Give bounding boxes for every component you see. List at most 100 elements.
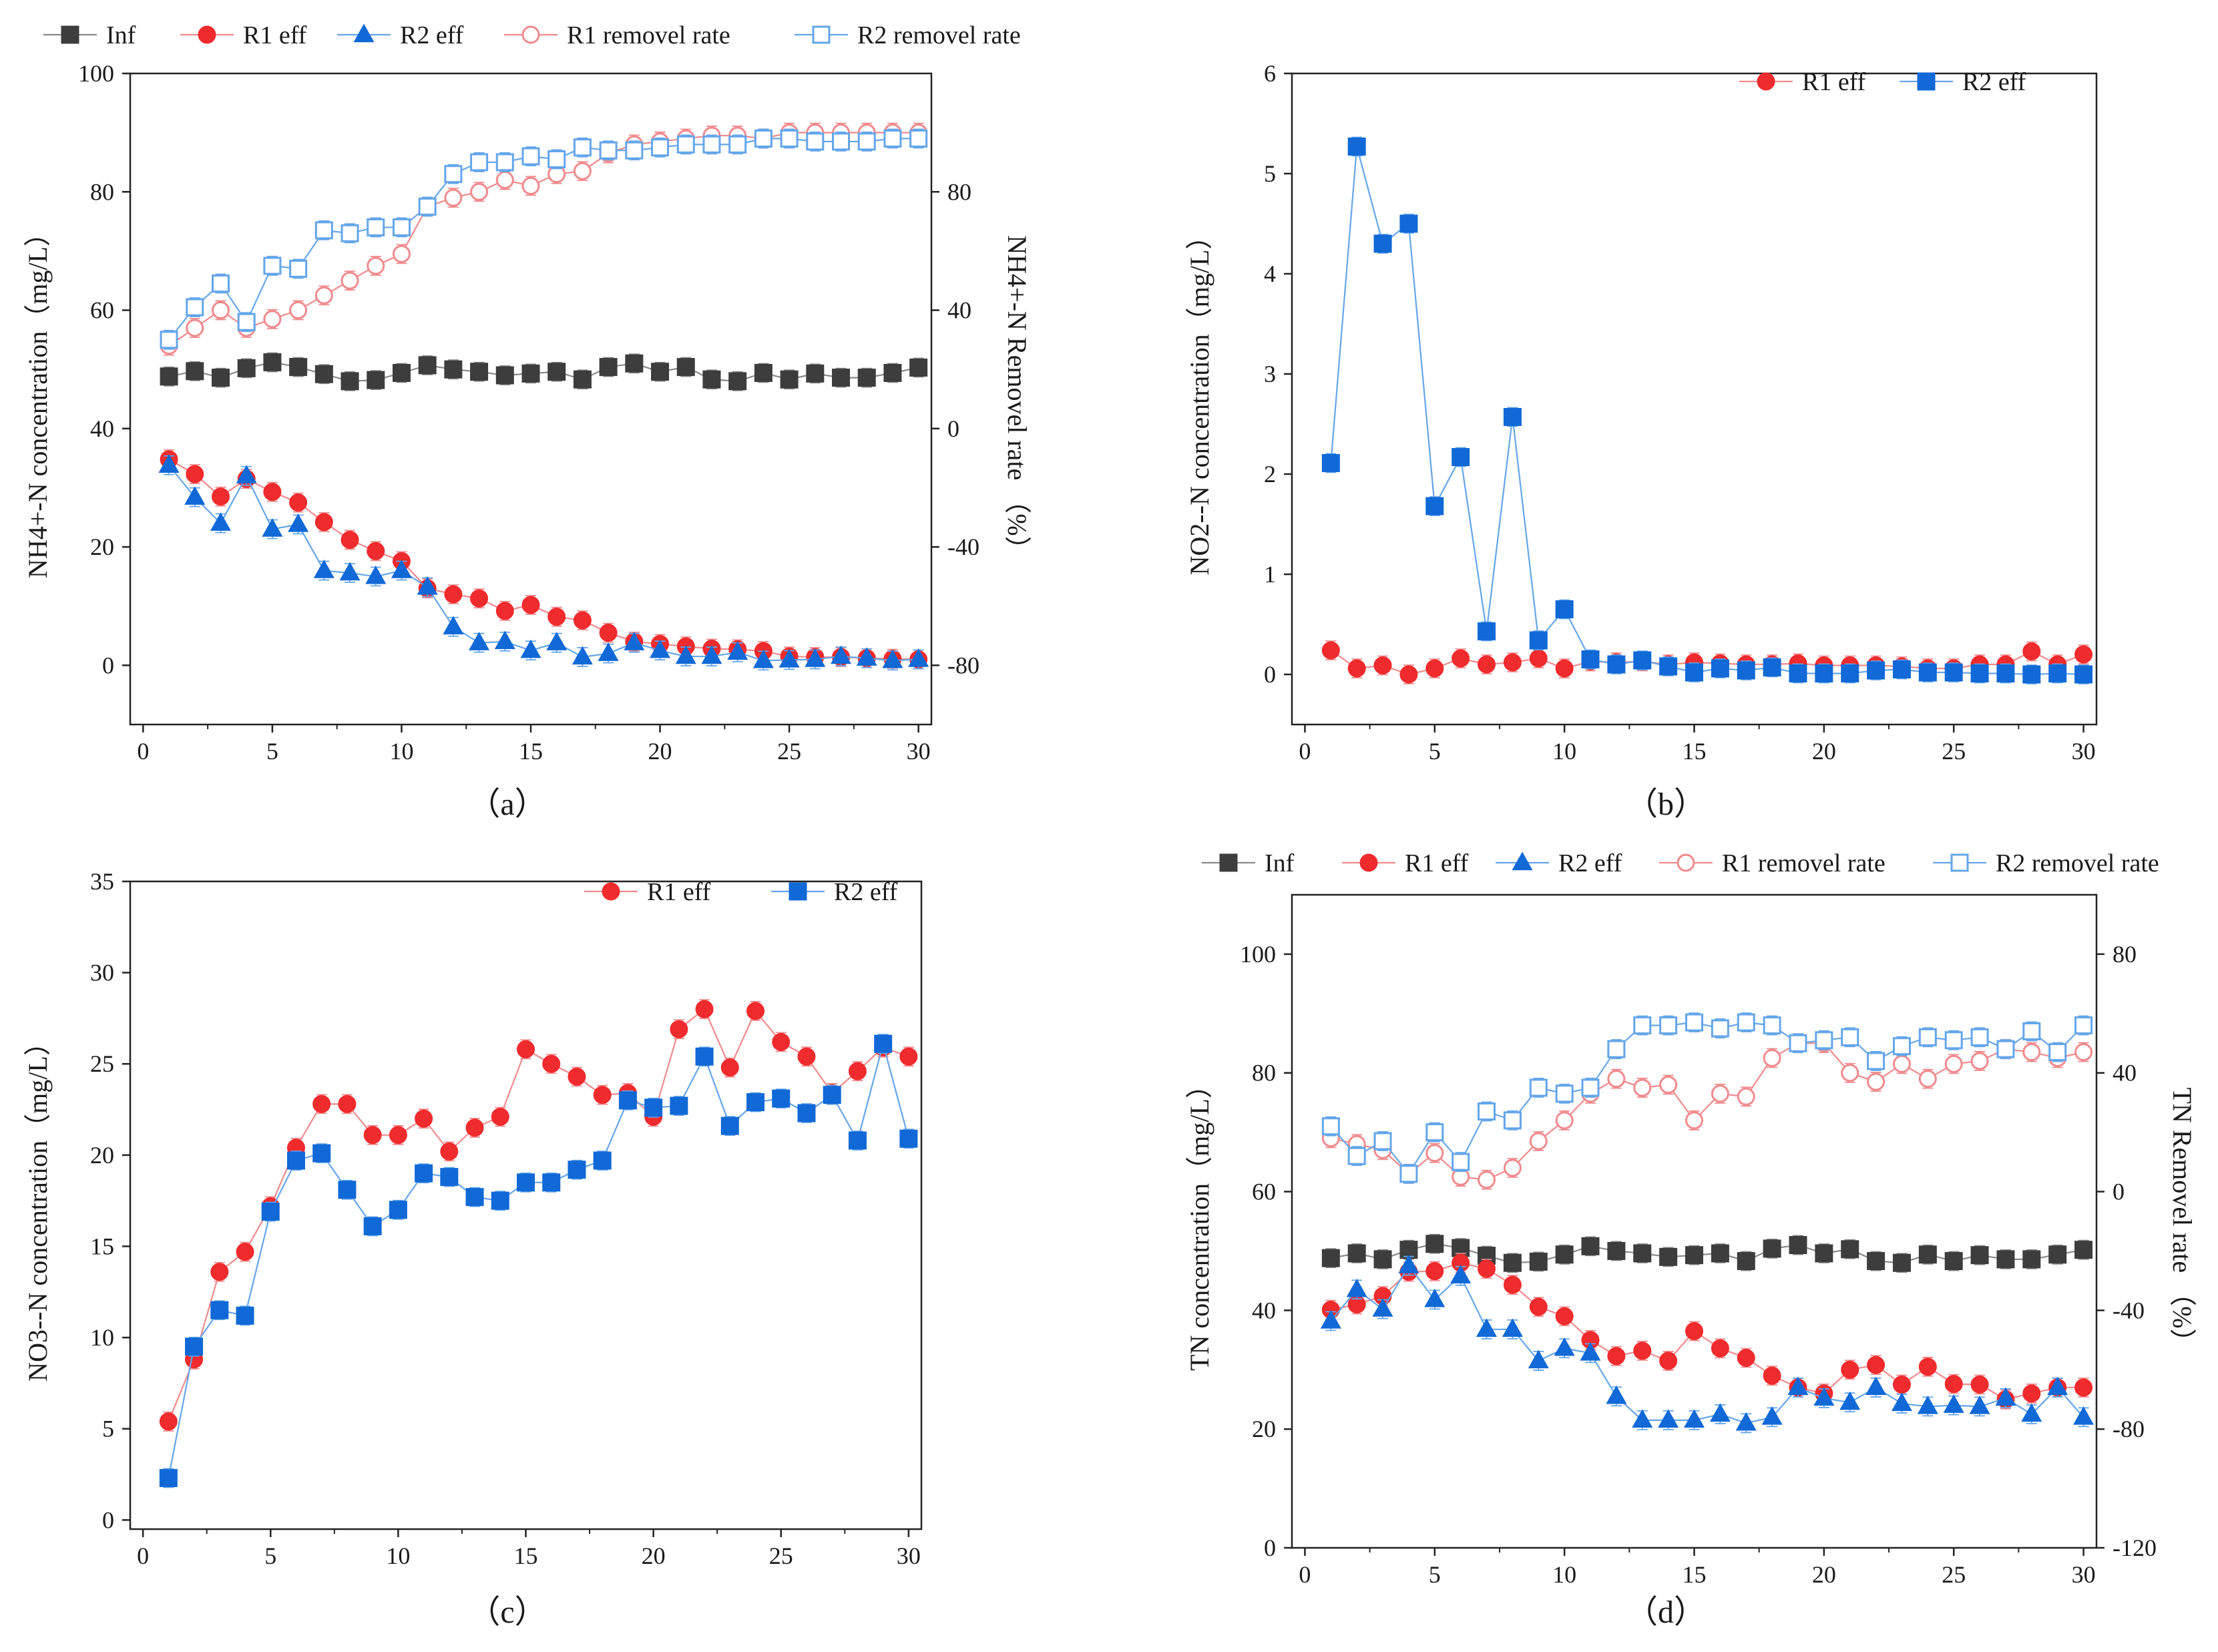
data-point: [1839, 1391, 1861, 1410]
data-point: [469, 632, 490, 650]
data-point: [1711, 1084, 1729, 1103]
data-point: [2048, 1245, 2067, 1264]
data-point: [262, 518, 283, 537]
series-line: [168, 458, 919, 660]
data-point: [289, 493, 308, 512]
data-point: [312, 1144, 331, 1163]
data-point: [392, 364, 411, 382]
data-point: [1478, 1259, 1496, 1278]
data-point: [754, 130, 772, 148]
data-point: [746, 1002, 765, 1020]
data-point: [573, 611, 592, 630]
data-point: [470, 153, 489, 172]
series-line: [1330, 146, 2084, 676]
data-point: [1555, 1245, 1574, 1264]
data-point: [644, 1098, 663, 1117]
data-point: [1711, 659, 1729, 678]
data-point: [341, 271, 359, 290]
data-point: [1633, 1244, 1652, 1263]
data-point: [797, 1047, 816, 1066]
data-point: [573, 138, 592, 157]
data-point: [2074, 665, 2093, 684]
y2-tick-label: 40: [2113, 1060, 2137, 1086]
x-tick-label: 5: [1429, 1561, 1441, 1588]
data-point: [312, 1094, 331, 1113]
data-point: [1659, 1076, 1678, 1094]
data-point: [1503, 1111, 1522, 1130]
data-point: [1528, 1350, 1549, 1369]
data-point: [1737, 1087, 1755, 1106]
data-point: [1632, 1409, 1653, 1428]
data-point: [547, 363, 566, 381]
data-point: [470, 589, 489, 608]
y-tick-label: 35: [90, 868, 114, 895]
data-point: [651, 363, 670, 381]
y2-tick-label: 80: [2113, 941, 2137, 968]
legend-marker: [1359, 853, 1378, 872]
data-point: [599, 624, 618, 642]
data-point: [289, 301, 308, 320]
data-point: [1321, 454, 1340, 472]
legend-label: Inf: [1265, 849, 1295, 877]
data-point: [856, 647, 877, 666]
data-point: [237, 359, 256, 377]
legend-label: R2 eff: [1558, 849, 1622, 877]
legend-marker: [1917, 72, 1936, 91]
data-point: [593, 1151, 612, 1170]
data-point: [1711, 1339, 1729, 1358]
data-point: [444, 188, 463, 207]
x-tick-label: 20: [642, 1542, 666, 1569]
series-line: [1330, 1264, 2084, 1424]
data-point: [728, 372, 747, 391]
data-point: [1918, 1028, 1937, 1046]
data-point: [440, 1142, 459, 1161]
data-point: [780, 130, 799, 148]
data-point: [313, 560, 335, 578]
data-point: [1529, 1252, 1548, 1271]
data-point: [772, 1032, 791, 1051]
legend-marker: [1950, 853, 1969, 872]
data-point: [367, 218, 385, 236]
data-point: [1944, 1252, 1963, 1271]
data-point: [780, 370, 799, 389]
y-axis-title: NO3--N concentration（mg/L）: [23, 1029, 53, 1382]
data-point: [1683, 1409, 1705, 1428]
data-point: [186, 298, 204, 317]
data-point: [263, 353, 282, 372]
series-r2-eff: [159, 1034, 918, 1488]
data-point: [521, 364, 540, 383]
series-line: [1330, 1022, 2084, 1175]
data-point: [547, 150, 566, 169]
data-point: [1399, 214, 1418, 233]
data-point: [702, 370, 721, 389]
legend-label: R1 eff: [1802, 68, 1866, 96]
data-point: [568, 1067, 586, 1086]
data-point: [2047, 1376, 2068, 1396]
data-point: [1996, 1040, 2015, 1058]
y2-axis-title: NH4+-N Removel rate （%）: [1002, 235, 1032, 562]
data-point: [288, 513, 309, 532]
data-point: [1892, 1253, 1911, 1272]
y-tick-label: 4: [1264, 260, 1276, 287]
data-point: [1867, 1072, 1886, 1091]
data-point: [289, 260, 308, 278]
data-point: [1841, 1028, 1859, 1046]
y-tick-label: 6: [1264, 60, 1276, 87]
data-point: [2022, 1250, 2041, 1269]
data-point: [1478, 1102, 1496, 1121]
y2-tick-label: -80: [2113, 1416, 2145, 1442]
data-point: [1425, 659, 1444, 678]
data-point: [909, 359, 928, 377]
data-point: [415, 1109, 433, 1128]
data-point: [848, 1131, 867, 1150]
data-point: [832, 132, 851, 151]
data-point: [2074, 645, 2093, 664]
data-point: [1841, 1240, 1859, 1259]
y-tick-label: 0: [1264, 1534, 1276, 1561]
data-point: [599, 358, 618, 377]
data-point: [1555, 1111, 1574, 1130]
data-point: [882, 649, 903, 668]
series-line: [168, 465, 919, 662]
y-tick-label: 15: [90, 1233, 114, 1259]
data-point: [1450, 1265, 1472, 1283]
